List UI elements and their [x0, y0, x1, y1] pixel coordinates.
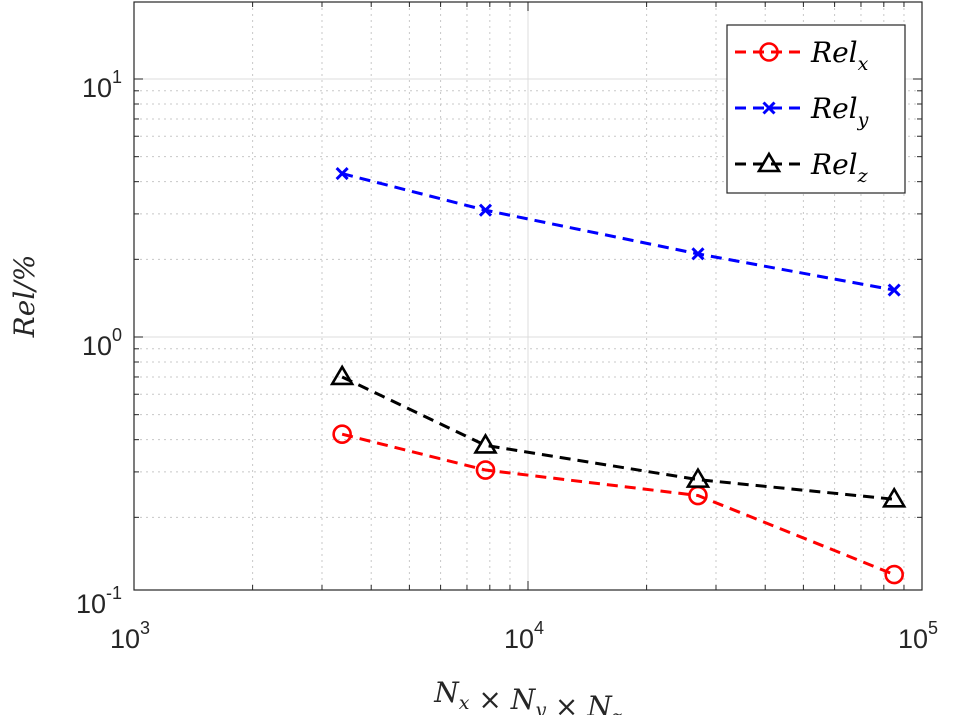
data-point: [685, 467, 711, 488]
series-line: [341, 375, 895, 501]
legend-marker: [759, 42, 779, 62]
series-rel-x: [332, 424, 904, 585]
legend-label: Relx: [810, 36, 869, 75]
legend-item: Relx: [735, 36, 869, 75]
data-point: [332, 424, 352, 445]
y-tick-label: 10-1: [76, 583, 122, 619]
ticks: 103 104 105 10-1 100 101: [76, 2, 938, 654]
series-layer: [329, 167, 907, 585]
data-point: [329, 364, 355, 386]
x-tick-label: 103: [110, 618, 150, 654]
legend-marker: [762, 101, 776, 115]
data-point: [473, 432, 498, 454]
series-rel-z: [329, 364, 907, 508]
axis-labels: Nx × Ny × Nz Rel/%: [8, 255, 623, 715]
data-point: [887, 283, 901, 297]
legend-label: Relz: [810, 148, 869, 187]
x-tick-label: 104: [504, 618, 544, 654]
x-axis-label: Nx × Ny × Nz: [433, 676, 622, 715]
y-tick-label: 101: [82, 67, 122, 103]
x-tick-label: 105: [898, 618, 938, 654]
y-tick-label: 100: [82, 325, 122, 361]
data-point: [884, 564, 904, 585]
legend-item: Relz: [735, 148, 869, 187]
series-line: [341, 172, 895, 292]
legend-marker: [756, 151, 782, 173]
legend[interactable]: Relx Rely Relz: [726, 24, 906, 194]
legend-item: Rely: [735, 92, 869, 131]
data-point: [335, 167, 349, 181]
data-point: [691, 247, 705, 261]
series-rel-y: [335, 167, 901, 297]
data-point: [475, 460, 496, 480]
data-point: [881, 486, 907, 508]
y-axis-label: Rel/%: [8, 255, 41, 339]
data-point: [478, 203, 493, 217]
series-line: [341, 432, 895, 576]
legend-label: Rely: [810, 92, 869, 131]
